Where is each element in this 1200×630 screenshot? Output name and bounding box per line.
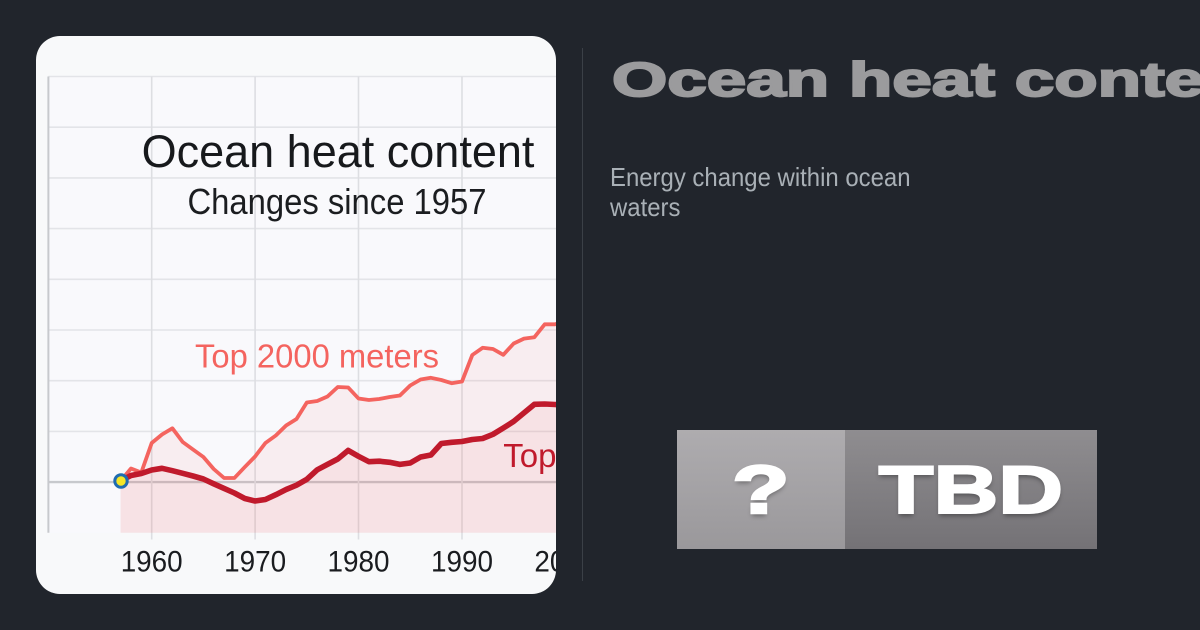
svg-text:Ocean heat content: Ocean heat content — [142, 126, 535, 177]
svg-text:1980: 1980 — [328, 546, 390, 579]
svg-text:1990: 1990 — [431, 546, 493, 579]
svg-text:Top 2000 meters: Top 2000 meters — [195, 337, 439, 374]
svg-text:1970: 1970 — [224, 546, 286, 579]
svg-text:2000: 2000 — [534, 546, 556, 579]
svg-text:1960: 1960 — [121, 546, 183, 579]
svg-text:Changes since 1957: Changes since 1957 — [188, 181, 487, 222]
svg-text:Top 700 meters: Top 700 meters — [503, 437, 556, 474]
